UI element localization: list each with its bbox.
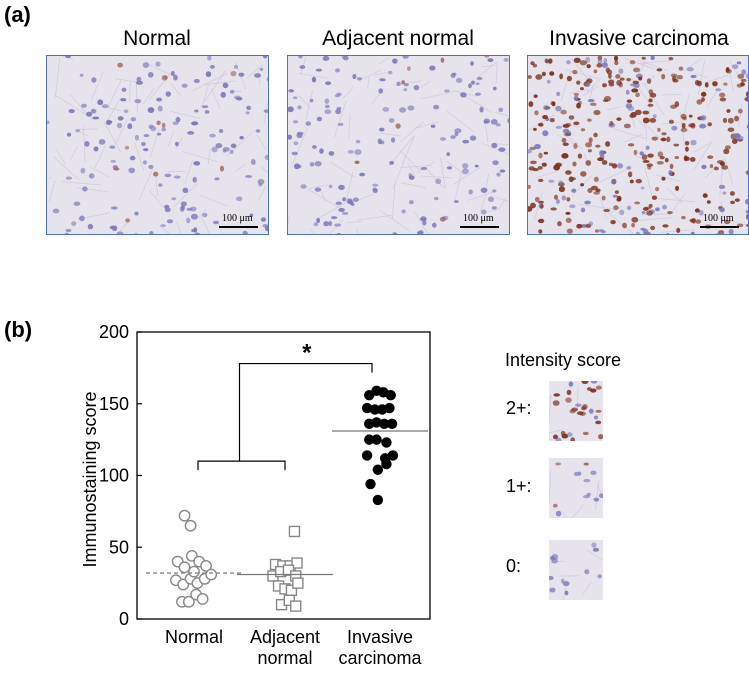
x-category-label: Normal — [165, 627, 223, 647]
data-point — [373, 495, 383, 505]
y-tick-label: 200 — [99, 322, 129, 342]
bracket-lower — [198, 461, 285, 470]
data-point — [384, 403, 394, 413]
data-point — [185, 521, 195, 531]
x-category-label: Adjacent — [250, 627, 320, 647]
legend-title: Intensity score — [505, 350, 621, 371]
legend-swatch-2plus — [549, 381, 603, 441]
x-category-label: normal — [257, 648, 312, 668]
y-tick-label: 50 — [109, 537, 129, 557]
data-point — [386, 390, 396, 400]
data-point — [289, 526, 299, 536]
data-point — [381, 437, 391, 447]
data-point — [362, 450, 372, 460]
data-point — [189, 566, 199, 576]
data-point — [291, 601, 301, 611]
data-point — [197, 594, 207, 604]
x-category-label: carcinoma — [338, 648, 422, 668]
legend-label-1plus: 1+: — [506, 476, 532, 497]
data-point — [206, 569, 216, 579]
x-category-label: Invasive — [347, 627, 413, 647]
legend-swatch-1plus — [549, 458, 603, 518]
legend-label-0: 0: — [506, 556, 521, 577]
data-point — [371, 434, 381, 444]
y-tick-label: 0 — [119, 609, 129, 629]
data-point — [381, 459, 391, 469]
legend-swatch-0 — [549, 540, 603, 600]
bracket-upper — [240, 364, 373, 462]
y-tick-label: 100 — [99, 466, 129, 486]
data-point — [387, 419, 397, 429]
data-point — [388, 450, 398, 460]
data-point — [179, 510, 189, 520]
y-tick-label: 150 — [99, 394, 129, 414]
significance-asterisk: * — [302, 340, 312, 367]
data-point — [365, 479, 375, 489]
data-point — [293, 578, 303, 588]
data-point — [373, 465, 383, 475]
y-axis-label: Immunostaining score — [80, 391, 100, 567]
legend-label-2plus: 2+: — [506, 398, 532, 419]
